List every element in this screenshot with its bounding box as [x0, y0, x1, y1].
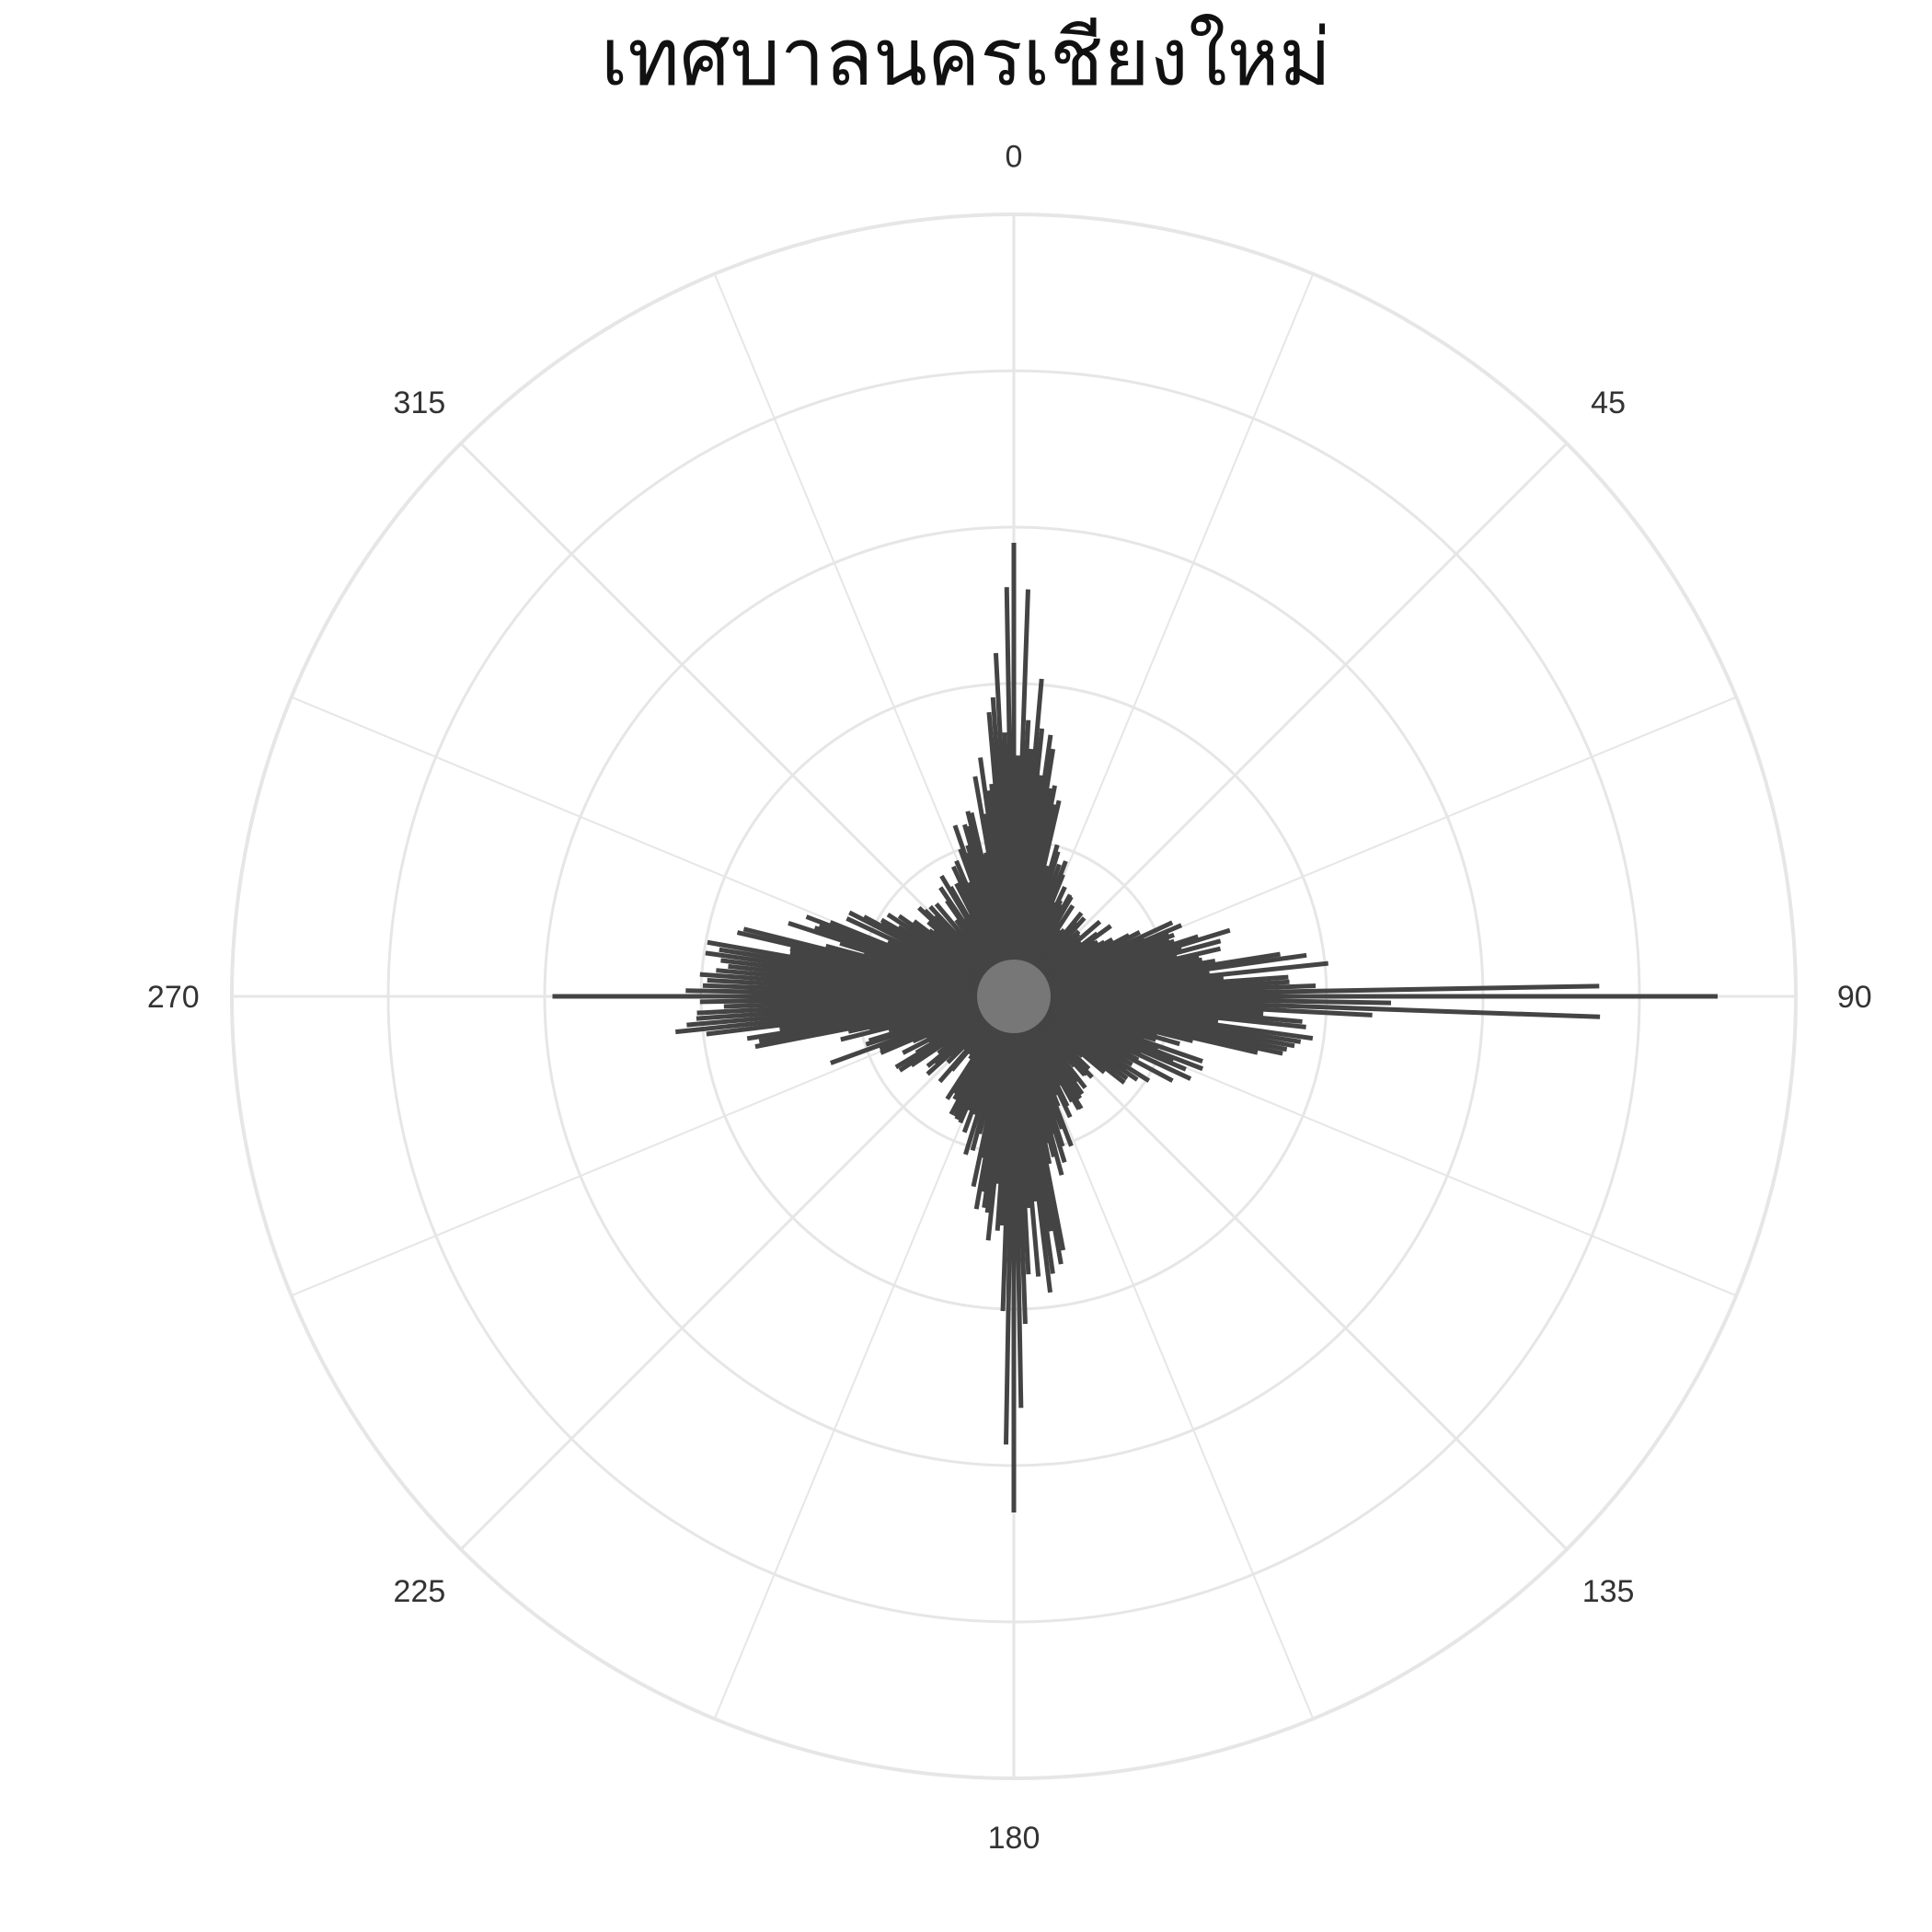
- grid-spoke-157_5: [1013, 995, 1315, 1719]
- grid-spoke-315: [459, 442, 1016, 998]
- tick-label-45: 45: [1591, 385, 1626, 420]
- tick-label-90: 90: [1837, 980, 1872, 1015]
- grid-spoke-225: [459, 995, 1016, 1551]
- tick-label-0: 0: [1006, 139, 1023, 174]
- grid-spoke-135: [1012, 995, 1569, 1551]
- bars-layer: [552, 543, 1718, 1512]
- angular-tick-labels: 0 45 90 135 180 225 270 315: [147, 139, 1872, 1856]
- chart-title: เทศบาลนครเชียงใหม่: [600, 12, 1332, 104]
- tick-label-225: 225: [394, 1574, 446, 1609]
- tick-label-180: 180: [988, 1821, 1041, 1856]
- grid-spoke-45: [1012, 442, 1569, 998]
- bar-359: [1004, 587, 1017, 997]
- tick-label-135: 135: [1582, 1574, 1635, 1609]
- tick-label-270: 270: [147, 980, 200, 1015]
- tick-label-315: 315: [394, 385, 446, 420]
- bars-hub: [977, 960, 1051, 1033]
